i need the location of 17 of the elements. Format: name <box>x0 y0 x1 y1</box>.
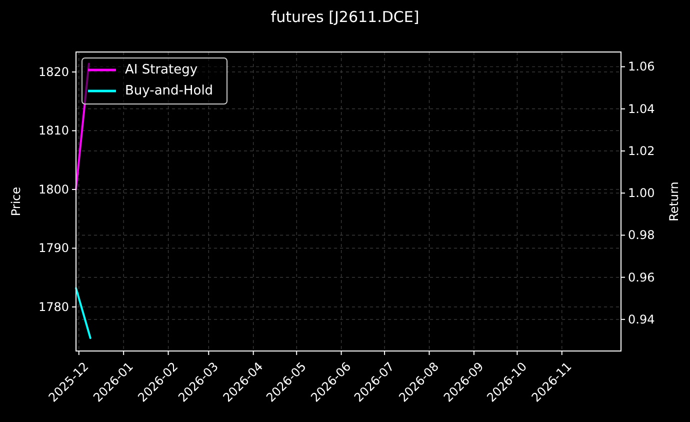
y2-tick-label: 0.96 <box>628 270 655 284</box>
y2-tick-label: 0.98 <box>628 228 655 242</box>
y2-tick-label: 1.02 <box>628 144 655 158</box>
y-tick-label: 1800 <box>38 182 69 196</box>
y-tick-label: 1810 <box>38 124 69 138</box>
y-axis-title: Price <box>9 186 23 216</box>
y-tick-label: 1780 <box>38 300 69 314</box>
y2-tick-label: 1.00 <box>628 186 655 200</box>
y-tick-label: 1790 <box>38 241 69 256</box>
y2-tick-label: 0.94 <box>628 312 655 326</box>
legend-label: AI Strategy <box>125 62 198 78</box>
y2-tick-label: 1.04 <box>628 102 655 116</box>
chart-title: futures [J2611.DCE] <box>270 8 420 26</box>
legend-label: Buy-and-Hold <box>125 84 214 98</box>
y2-tick-label: 1.06 <box>628 60 655 74</box>
y-tick-label: 1820 <box>38 64 69 79</box>
y2-axis-title: Return <box>667 182 681 222</box>
